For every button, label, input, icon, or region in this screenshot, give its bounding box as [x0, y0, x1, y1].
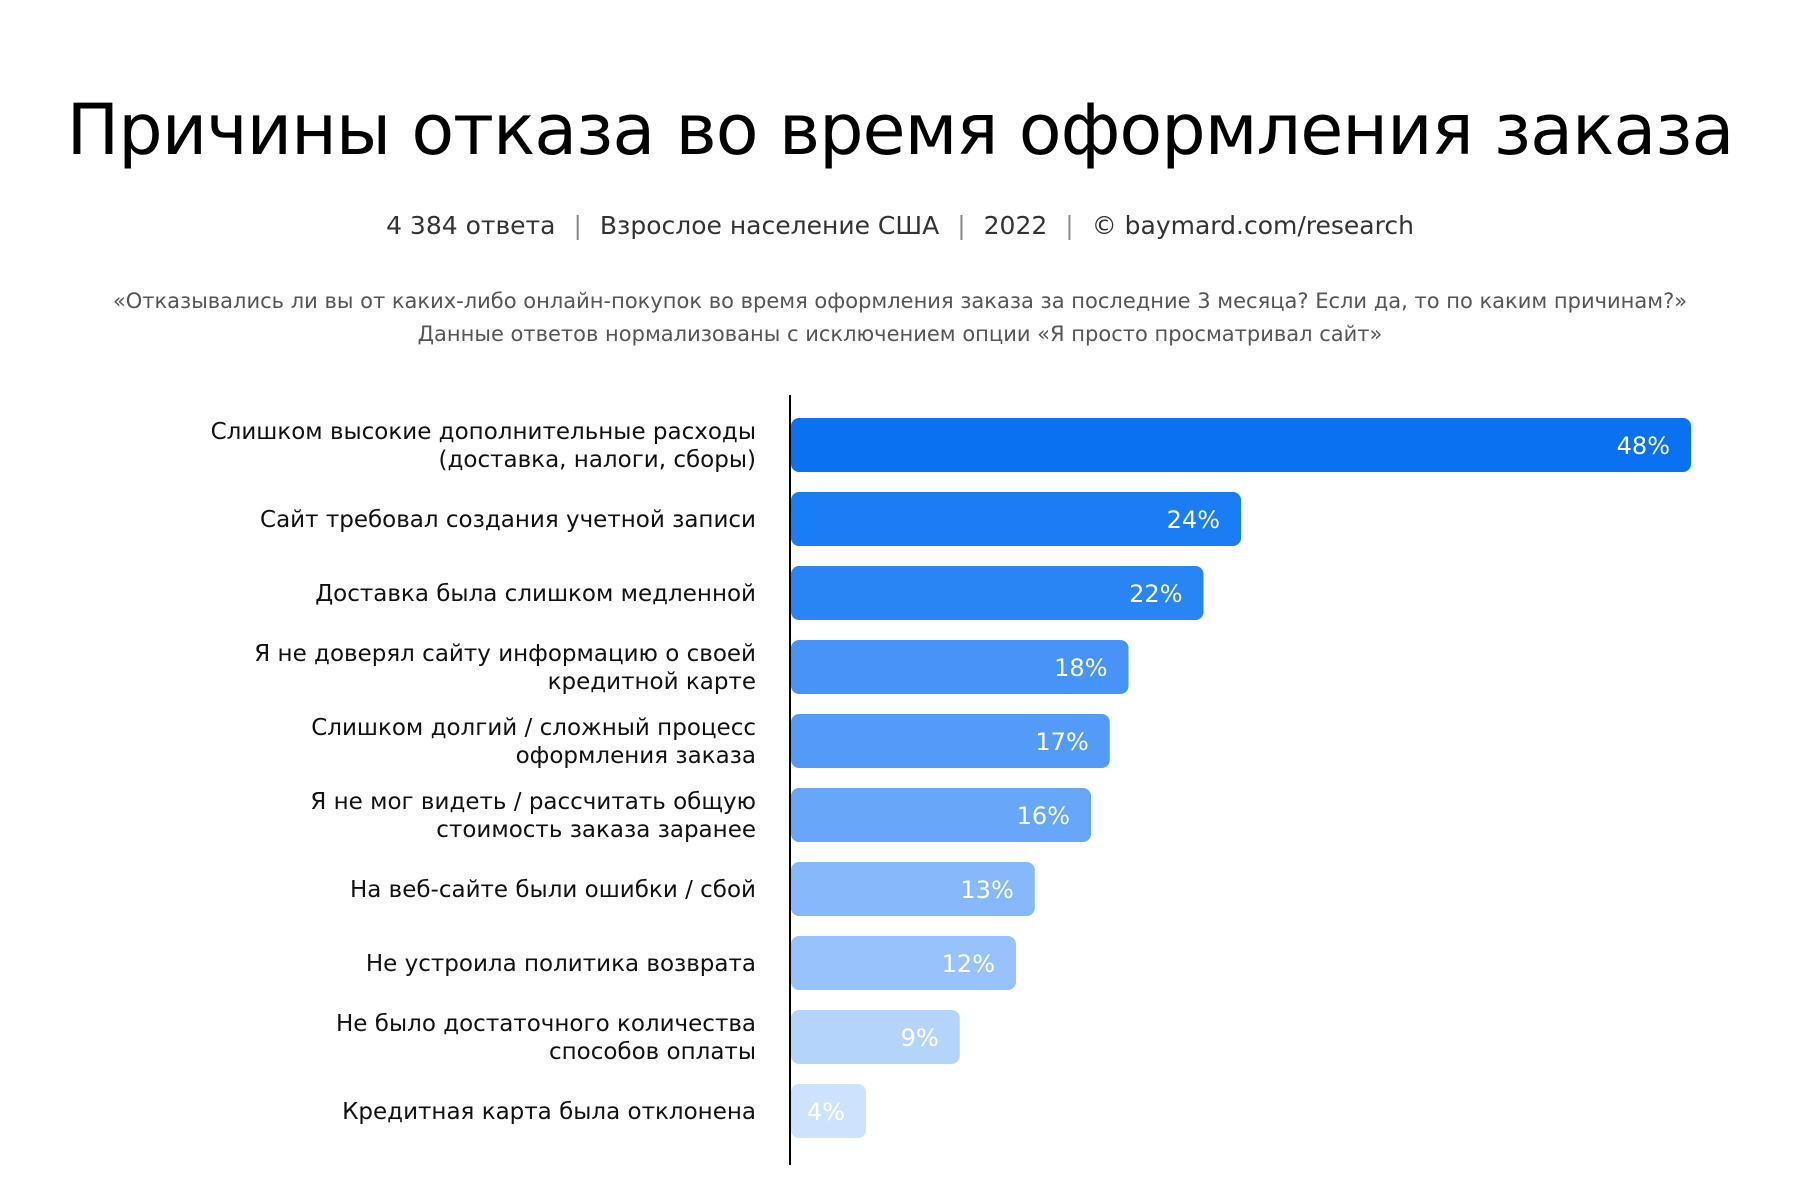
category-label-line: Слишком высокие дополнительные расходы [211, 419, 756, 445]
bar [791, 566, 1204, 620]
category-label: Доставка была слишком медленной [315, 581, 756, 607]
category-label-line: стоимость заказа заранее [436, 817, 756, 843]
survey-note: Данные ответов нормализованы с исключени… [417, 322, 1383, 346]
bar [791, 862, 1035, 916]
bar-value-label: 22% [1129, 580, 1182, 608]
bar [791, 936, 1016, 990]
meta-responses: 4 384 ответа [386, 211, 556, 240]
category-label: Слишком долгий / сложный процесс оформлен… [311, 715, 756, 769]
category-label: На веб-сайте были ошибки / сбой [350, 877, 756, 903]
bar-value-label: 24% [1167, 506, 1220, 534]
bar [791, 640, 1129, 694]
category-label-line: оформления заказа [516, 743, 756, 769]
category-label: Слишком высокие дополнительные расходы (д… [211, 419, 756, 473]
bar-value-label: 17% [1035, 728, 1088, 756]
category-label-line: (доставка, налоги, сборы) [439, 447, 756, 473]
meta-source: © baymard.com/research [1091, 211, 1414, 240]
survey-question-text: «Отказывались ли вы от каких-либо онлайн… [112, 289, 1688, 313]
category-label-line: Не устроила политика возврата [366, 951, 756, 977]
bar-value-label: 48% [1617, 432, 1670, 460]
meta-separator: | [957, 211, 966, 240]
category-label-line: Сайт требовал создания учетной записи [260, 507, 756, 533]
bar [791, 492, 1241, 546]
category-label-line: способов оплаты [549, 1039, 756, 1065]
meta-separator: | [573, 211, 582, 240]
category-label-line: На веб-сайте были ошибки / сбой [350, 877, 756, 903]
category-label-line: Я не доверял сайту информацию о своей [254, 641, 756, 667]
survey-question: «Отказывались ли вы от каких-либо онлайн… [0, 285, 1800, 351]
category-label: Я не мог видеть / рассчитать общую стоимо… [310, 789, 756, 843]
bar [791, 418, 1691, 472]
bar [791, 1084, 866, 1138]
bar-value-label: 4% [807, 1098, 845, 1126]
category-label: Не было достаточного количества способов … [336, 1011, 756, 1065]
category-label: Я не доверял сайту информацию о своей кре… [254, 641, 756, 695]
bar [791, 1010, 960, 1064]
bar-value-label: 16% [1017, 802, 1070, 830]
bar [791, 714, 1110, 768]
meta-separator: | [1065, 211, 1074, 240]
meta-year: 2022 [983, 211, 1048, 240]
category-label: Кредитная карта была отклонена [342, 1099, 756, 1125]
page-title: Причины отказа во время оформления заказ… [66, 89, 1735, 171]
bar-value-label: 13% [960, 876, 1013, 904]
category-label-line: Я не мог видеть / рассчитать общую [310, 789, 756, 815]
category-label-line: Кредитная карта была отклонена [342, 1099, 756, 1125]
category-label-line: Слишком долгий / сложный процесс [311, 715, 756, 741]
category-label: Сайт требовал создания учетной записи [260, 507, 756, 533]
bar-chart: 48% Слишком высокие дополнительные расход… [211, 395, 1691, 1165]
category-label-line: Не было достаточного количества [336, 1011, 756, 1037]
bar-value-label: 9% [901, 1024, 939, 1052]
bar-value-label: 18% [1054, 654, 1107, 682]
meta-line: 4 384 ответа | Взрослое население США | 2022… [0, 211, 1800, 241]
category-label-line: Доставка была слишком медленной [315, 581, 756, 607]
bar [791, 788, 1091, 842]
category-label: Не устроила политика возврата [366, 951, 756, 977]
category-label-line: кредитной карте [548, 669, 756, 695]
bar-value-label: 12% [942, 950, 995, 978]
meta-population: Взрослое население США [599, 211, 940, 240]
